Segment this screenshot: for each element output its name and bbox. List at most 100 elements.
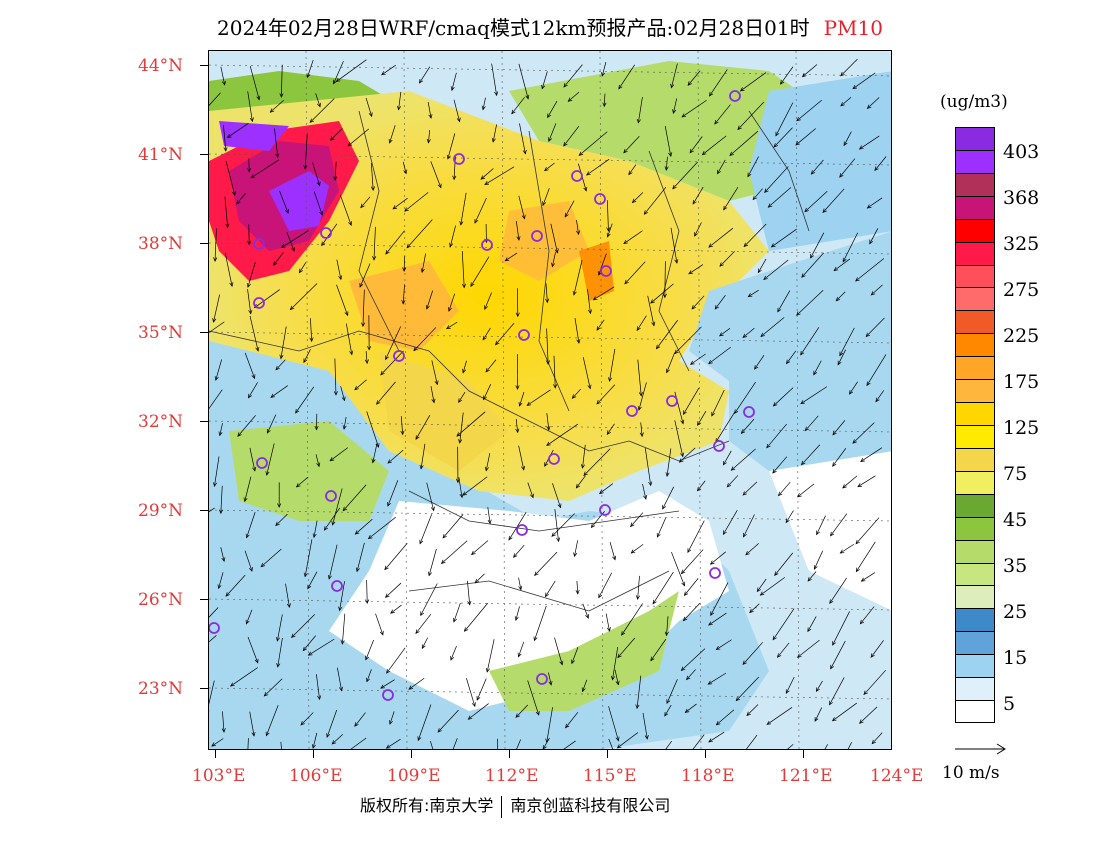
- wind-arrowhead: [437, 728, 442, 733]
- wind-vector: [778, 481, 791, 496]
- wind-arrowhead: [772, 635, 777, 641]
- wind-vector: [642, 712, 648, 739]
- wind-vector: [419, 514, 433, 544]
- wind-vector: [356, 542, 365, 572]
- wind-arrowhead: [317, 102, 321, 108]
- wind-arrowhead: [801, 72, 807, 78]
- wind-vector: [484, 166, 515, 185]
- wind-arrowhead: [842, 257, 847, 263]
- wind-arrowhead: [367, 345, 372, 351]
- wind-vector: [310, 318, 313, 342]
- wind-vector: [748, 289, 759, 297]
- wind-arrowhead: [740, 429, 746, 434]
- wind-arrowhead: [273, 261, 278, 266]
- lon-tick: [509, 750, 510, 758]
- wind-vector: [381, 64, 396, 76]
- wind-vector: [437, 709, 459, 733]
- wind-arrowhead: [404, 207, 409, 212]
- station-marker-icon: [548, 453, 560, 465]
- footer-divider: [501, 795, 503, 818]
- wind-arrowhead: [553, 384, 558, 389]
- wind-vector: [296, 476, 309, 488]
- wind-arrowhead: [664, 166, 669, 171]
- reference-vector-label: 10 m/s: [942, 763, 1000, 783]
- wind-vector: [772, 608, 795, 640]
- wind-arrowhead: [365, 599, 370, 605]
- wind-vector: [644, 186, 667, 215]
- wind-arrowhead: [780, 80, 785, 85]
- wind-arrowhead: [384, 593, 390, 598]
- wind-vector: [267, 414, 277, 434]
- wind-arrowhead: [718, 332, 724, 337]
- wind-arrowhead: [636, 326, 641, 332]
- lat-label-32: 32°N: [138, 412, 184, 432]
- wind-arrowhead: [541, 84, 546, 90]
- wind-arrowhead: [453, 617, 457, 623]
- legend-color-box: [955, 172, 995, 197]
- wind-arrowhead: [554, 248, 559, 254]
- wind-vector: [596, 319, 605, 331]
- wind-arrowhead: [735, 696, 741, 702]
- wind-vector: [576, 219, 579, 235]
- wind-vector: [408, 677, 425, 690]
- wind-vector: [723, 510, 738, 535]
- lon-label-121: 121°E: [779, 766, 833, 786]
- wind-vector: [673, 98, 678, 114]
- wind-vector: [508, 512, 527, 541]
- lon-label-115: 115°E: [583, 766, 637, 786]
- wind-vector: [447, 133, 456, 159]
- wind-vector: [209, 389, 223, 410]
- wind-vector: [246, 609, 253, 625]
- wind-vector: [630, 512, 644, 527]
- wind-vector: [331, 734, 344, 745]
- wind-vector: [487, 506, 491, 524]
- wind-arrowhead: [592, 296, 598, 301]
- wind-vector: [870, 640, 884, 658]
- wind-arrowhead: [251, 374, 256, 380]
- wind-arrowhead: [213, 257, 218, 262]
- wind-vector: [534, 605, 547, 641]
- wind-arrowhead: [291, 633, 296, 639]
- wind-arrowhead: [754, 365, 759, 370]
- wind-vector: [618, 64, 635, 90]
- wind-vector: [466, 678, 476, 707]
- wind-vector: [225, 574, 246, 597]
- wind-vector: [689, 136, 703, 154]
- wind-arrowhead: [265, 471, 270, 476]
- wind-arrowhead: [390, 609, 395, 614]
- wind-arrowhead: [243, 497, 248, 503]
- wind-vector: [380, 350, 404, 376]
- wind-arrowhead: [866, 204, 872, 209]
- wind-vector: [582, 603, 589, 619]
- wind-arrowhead: [456, 432, 461, 437]
- wind-vector: [339, 581, 345, 611]
- legend-label: 325: [1003, 233, 1040, 255]
- wind-vector: [209, 92, 221, 106]
- wind-arrowhead: [697, 421, 702, 426]
- wind-vector: [637, 97, 643, 123]
- wind-arrowhead: [623, 239, 628, 245]
- wind-arrowhead: [715, 721, 721, 726]
- wind-vector: [617, 637, 636, 658]
- wind-vector: [552, 483, 561, 508]
- wind-vector: [742, 327, 755, 338]
- wind-vector: [764, 166, 789, 193]
- legend-color-box: [955, 562, 995, 587]
- wind-vector: [516, 739, 521, 749]
- wind-vector: [735, 676, 760, 701]
- wind-arrowhead: [763, 275, 768, 281]
- wind-vector: [431, 360, 438, 385]
- wind-vector: [719, 251, 735, 267]
- wind-arrowhead: [708, 243, 713, 248]
- wind-vector: [816, 680, 823, 692]
- footer-company: 南京创蓝科技有限公司: [510, 796, 671, 815]
- wind-vector: [365, 639, 374, 660]
- wind-vector: [650, 638, 667, 661]
- wind-vector: [708, 731, 725, 743]
- wind-arrowhead: [481, 105, 486, 111]
- legend-color-box: [955, 287, 995, 312]
- wind-arrowhead: [810, 170, 816, 175]
- wind-arrowhead: [870, 291, 876, 296]
- wind-arrowhead: [270, 393, 275, 398]
- wind-arrowhead: [462, 491, 467, 496]
